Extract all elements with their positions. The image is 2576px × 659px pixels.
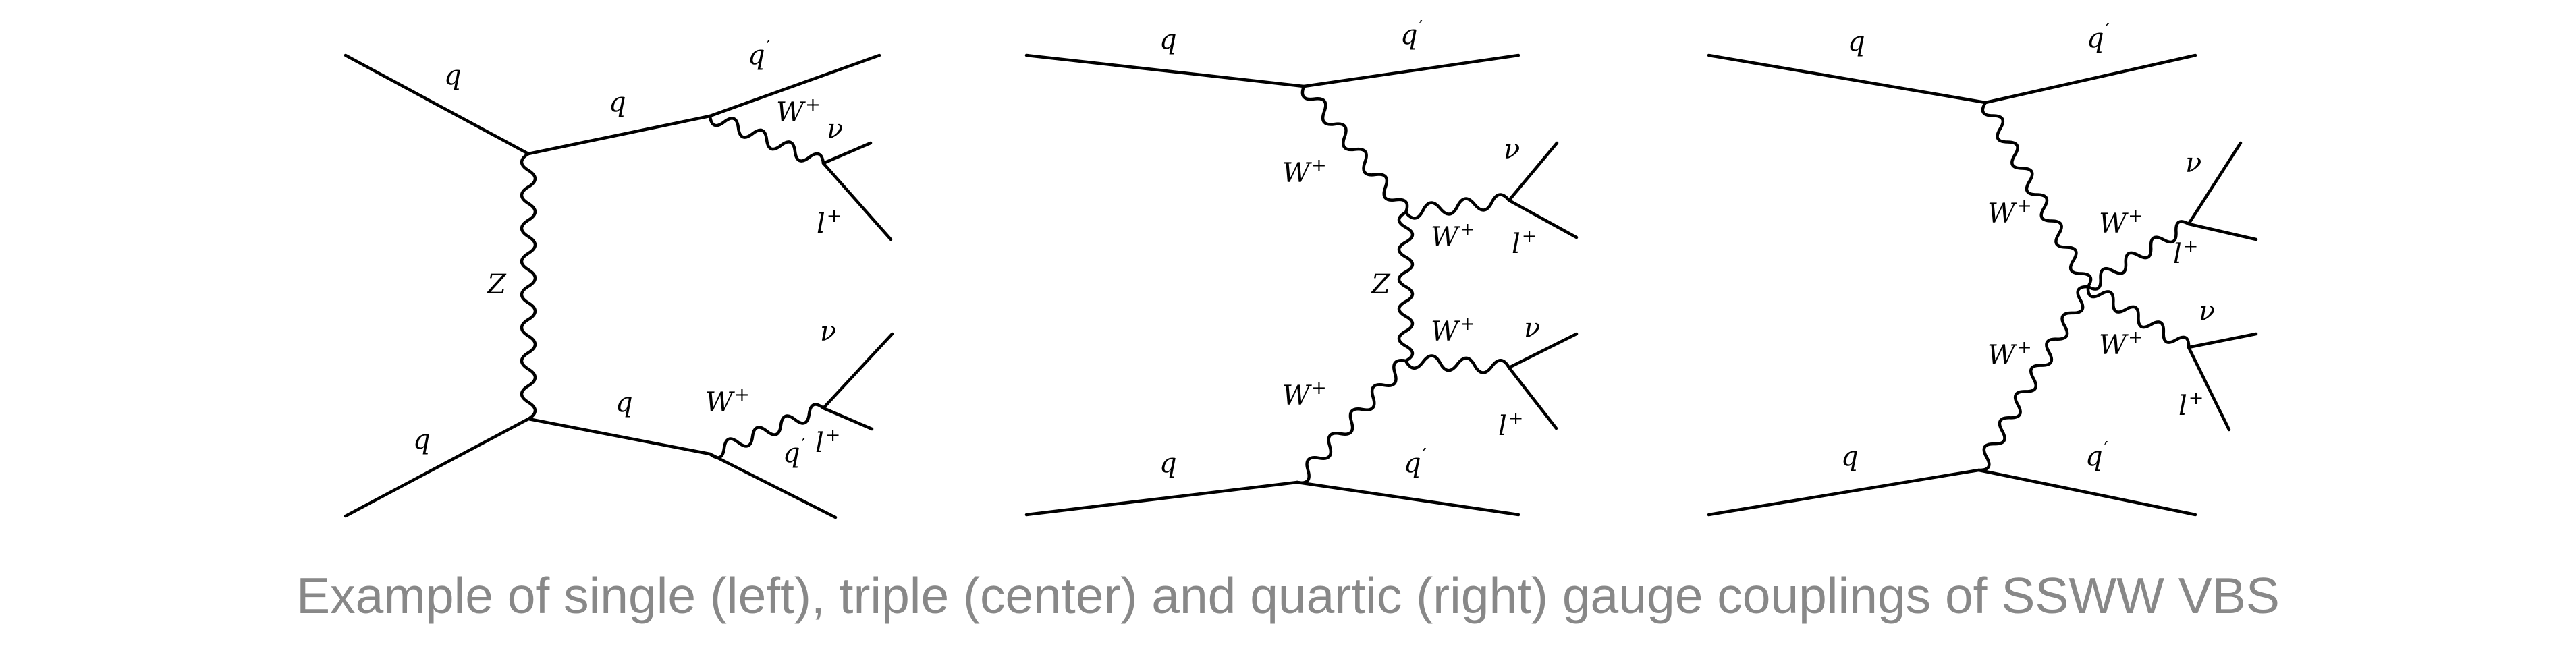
boson-propagator-3: [709, 403, 825, 459]
boson-propagator-2: [708, 115, 825, 164]
particle-label: ν: [1524, 313, 1540, 344]
particle-label: W+: [776, 94, 821, 128]
particle-label: l+: [815, 425, 840, 459]
fermion-line-2: [1983, 53, 2197, 105]
boson-propagator-1: [520, 152, 537, 420]
particle-label: q′: [1400, 17, 1423, 51]
boson-propagator-1: [1300, 86, 1409, 213]
particle-label: q′: [2085, 438, 2108, 472]
particle-label: W+: [1988, 337, 2032, 371]
particle-label: l+: [2178, 388, 2203, 422]
fermion-line-3: [2187, 141, 2243, 226]
boson-propagator-4: [1978, 285, 2089, 472]
fermion-line-5: [1024, 480, 1299, 517]
triple-coupling-diagram: q q′ W+ ν W+ l+ Z W+ ν W+ l+ q q′: [1024, 17, 1579, 517]
particle-label: q′: [748, 37, 771, 71]
fermion-line-7: [2187, 332, 2258, 349]
fermion-line-1: [344, 53, 530, 156]
particle-label: q: [1159, 448, 1177, 479]
particle-label: l+: [1512, 226, 1537, 260]
boson-propagator-3: [2086, 286, 2191, 348]
particle-label: W+: [2099, 327, 2143, 361]
particle-label: l+: [2173, 236, 2198, 270]
boson-propagator-2: [2087, 220, 2190, 291]
particle-label: q: [1848, 26, 1865, 57]
fermion-line-1: [1024, 53, 1306, 88]
particle-label: q′: [1404, 445, 1427, 479]
fermion-line-2: [1302, 53, 1520, 88]
fermion-line-5: [1707, 468, 1981, 517]
boson-propagator-2: [1404, 193, 1510, 220]
particle-label: W+: [1431, 314, 1475, 347]
particle-label: W+: [705, 384, 750, 418]
single-coupling-diagram: qqq′W+νl+Zqq W+νq′ l+: [344, 37, 894, 519]
fermion-line-2: [526, 114, 712, 156]
boson-propagator-4: [1404, 354, 1510, 374]
fermion-line-3: [708, 53, 881, 118]
fermion-line-7: [526, 417, 712, 456]
particle-label: q: [1159, 24, 1177, 55]
particle-label: l+: [1498, 408, 1523, 442]
particle-label: W+: [1988, 196, 2032, 229]
fermion-line-6: [1295, 480, 1520, 517]
fermion-line-8: [708, 452, 838, 519]
particle-label: Z: [486, 269, 507, 300]
fermion-line-5: [821, 161, 893, 241]
particle-label: W+: [1282, 378, 1327, 411]
particle-label: ν: [827, 114, 843, 145]
fermion-line-8: [1507, 366, 1558, 430]
fermion-line-7: [1507, 332, 1579, 370]
particle-label: ν: [1504, 134, 1520, 165]
fermion-line-10: [821, 406, 874, 431]
particle-label: q′: [783, 435, 806, 469]
figure-caption: Example of single (left), triple (center…: [296, 567, 2280, 624]
boson-propagator-5: [1296, 359, 1406, 484]
fermion-line-4: [1507, 198, 1579, 239]
fermion-line-6: [1977, 468, 2197, 517]
particle-label: q: [444, 60, 462, 91]
particle-label: q: [615, 387, 633, 418]
quartic-coupling-diagram: q q′νW+W+l+νW+ W+l+q q′: [1707, 20, 2258, 517]
boson-propagator-1: [1981, 101, 2093, 288]
particle-label: q: [1841, 441, 1859, 472]
fermion-line-4: [2187, 222, 2258, 241]
fermion-line-6: [344, 417, 530, 518]
particle-label: ν: [2185, 148, 2201, 179]
boson-propagator-3: [1397, 211, 1415, 362]
particle-label: W+: [1431, 219, 1475, 253]
particle-label: q: [609, 87, 626, 118]
particle-label: l+: [817, 206, 842, 239]
fermion-line-1: [1707, 53, 1988, 105]
fermion-line-8: [2187, 345, 2231, 432]
particle-label: q′: [2087, 20, 2110, 54]
particle-label: W+: [2099, 206, 2143, 239]
particle-label: q: [413, 424, 431, 455]
particle-label: ν: [2199, 296, 2215, 327]
particle-label: ν: [820, 316, 836, 347]
particle-label: Z: [1370, 269, 1391, 300]
particle-label: W+: [1282, 155, 1327, 189]
fermion-line-9: [821, 332, 894, 410]
fermion-line-3: [1507, 141, 1559, 202]
fermion-line-4: [821, 141, 873, 165]
